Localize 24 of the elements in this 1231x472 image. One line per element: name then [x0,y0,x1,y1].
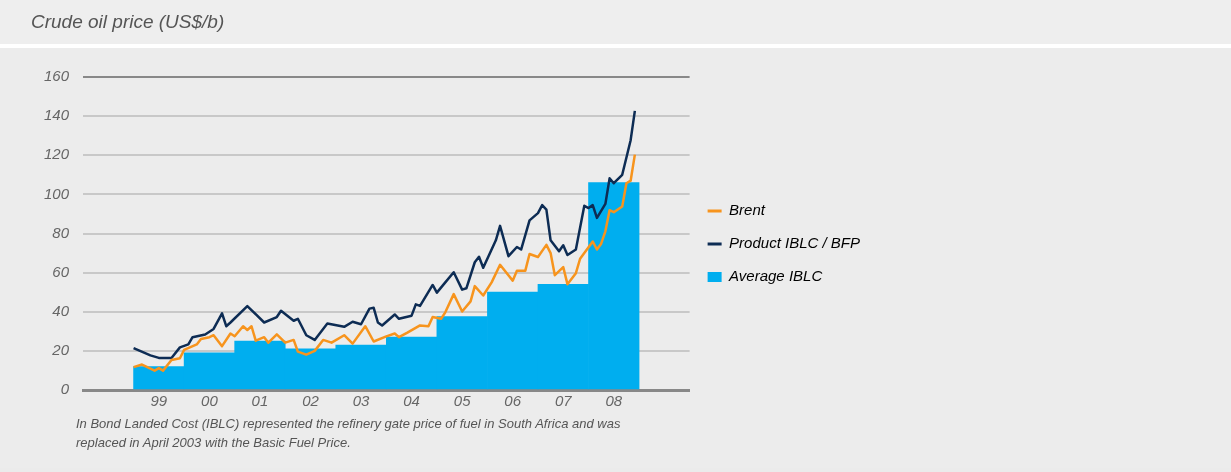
x-tick-label: 05 [453,392,472,410]
y-tick-label: 0 [60,380,70,398]
y-tick-label: 120 [44,145,70,163]
y-tick-label: 140 [44,106,70,124]
y-tick-label: 60 [52,262,70,280]
x-tick-label: 01 [251,392,269,410]
x-tick-label: 04 [403,392,420,410]
text: In Bond Landed Cost (IBLC) represented the refinery gate price of fuel in South Africa and was replaced in April 2003 with the Basic Fuel Price. [76,415,622,452]
y-tick-label: 20 [51,341,70,359]
legend-label: Product IBLC / BFP [729,234,861,252]
x-tick-label: 06 [504,392,522,410]
y-tick-label: 40 [52,301,70,319]
x-tick-label: 02 [302,392,320,410]
x-tick-label: 00 [201,392,219,410]
x-tick-label: 07 [554,392,573,410]
x-tick-label: 08 [605,392,623,410]
x-tick-label: 99 [150,392,168,410]
legend-label: Brent [729,201,766,219]
y-tick-label: 160 [44,67,70,85]
y-tick-label: 80 [52,223,70,241]
legend-label: Average IBLC [728,267,823,285]
chart-title: Crude oil price (US$/b) [0,0,1231,48]
x-tick-label: 03 [352,392,371,410]
y-tick-label: 100 [44,184,70,202]
